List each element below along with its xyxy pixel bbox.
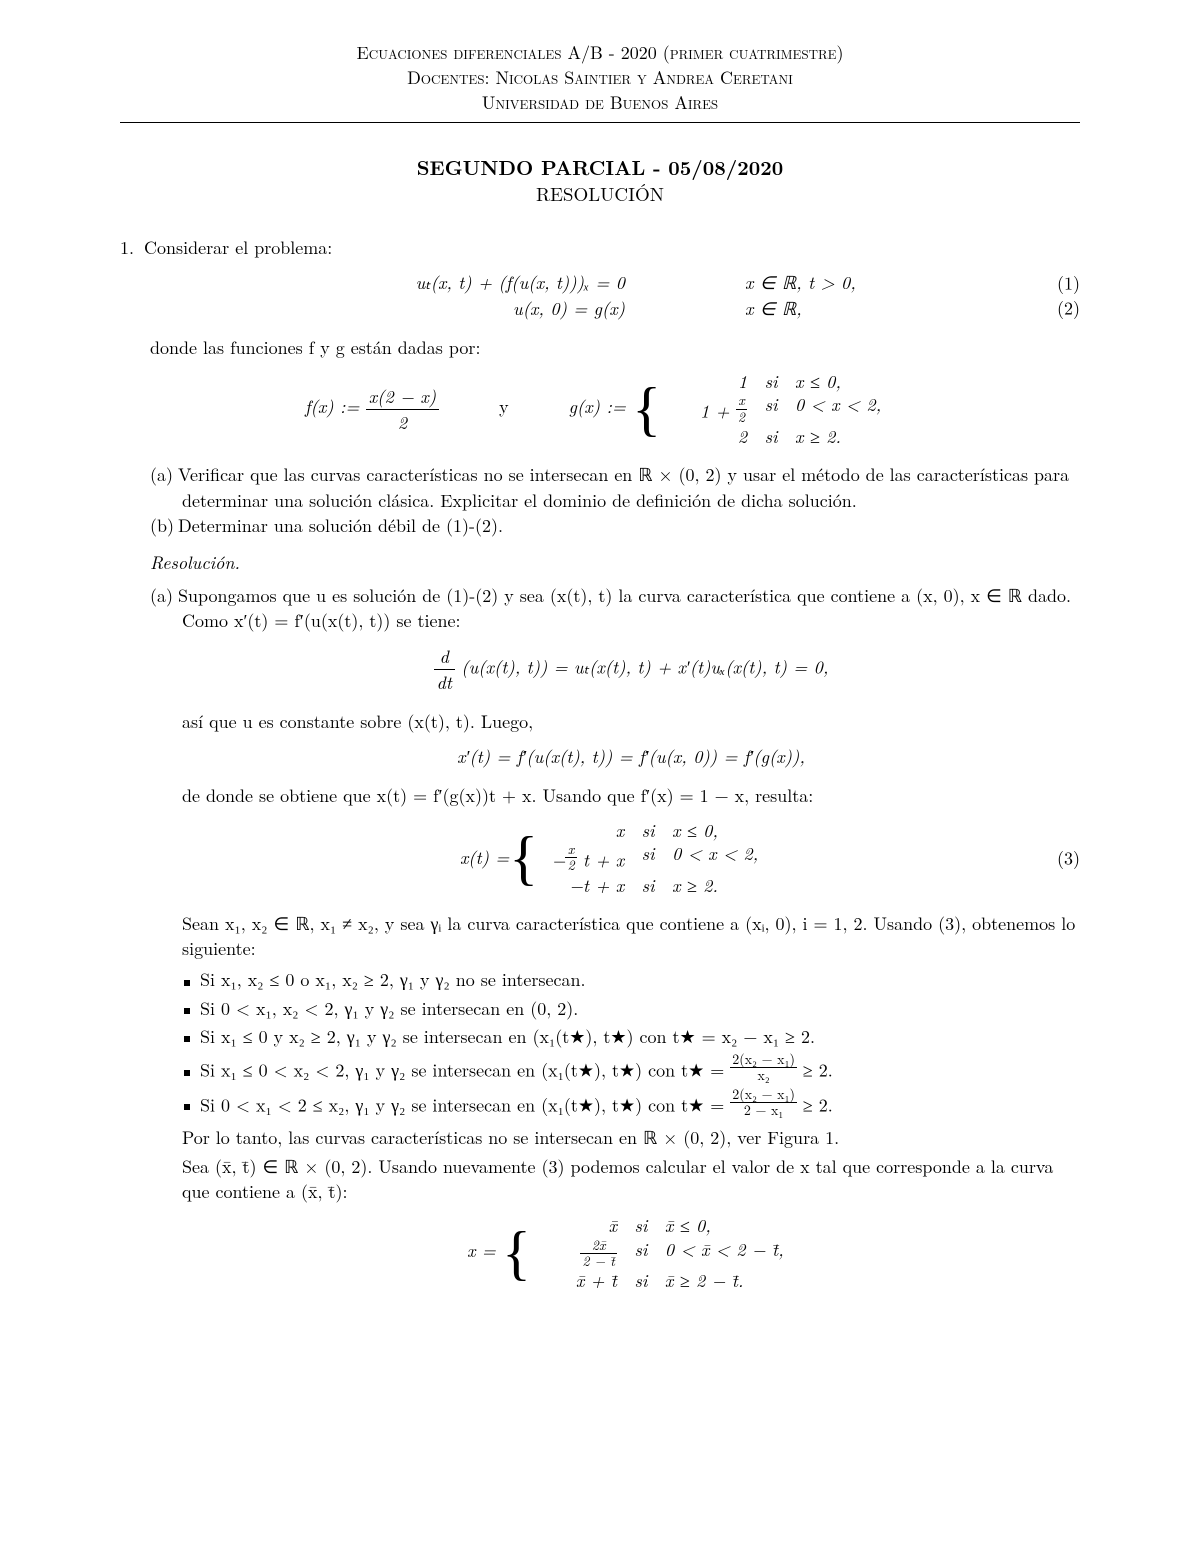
equation-1: uₜ(x, t) + (f(u(x, t)))ₓ = 0 x ∈ ℝ, t > … xyxy=(150,270,1080,320)
res-eq1-body: (u(x(t), t)) = uₜ(x(t), t) + x′(t)uₓ(x(t… xyxy=(455,654,829,679)
res-eq-derivative: ddt (u(x(t), t)) = uₜ(x(t), t) + x′(t)uₓ… xyxy=(182,644,1080,695)
resolution-a: (a)Supongamos que u es solución de (1)-(… xyxy=(182,583,1080,1293)
res-a-p1: Supongamos que u es solución de (1)-(2) … xyxy=(178,583,1071,633)
xt-row-3: −t + xsix ≥ 2. xyxy=(544,874,802,897)
f-numerator: x(2 − x) xyxy=(366,384,439,410)
problem-intro: Considerar el problema: xyxy=(144,235,332,260)
res-a-p3: de donde se obtiene que x(t) = f′(g(x))t… xyxy=(182,783,1080,808)
problem-1: 1.Considerar el problema: uₜ(x, t) + (f(… xyxy=(150,235,1080,1293)
f-denominator: 2 xyxy=(366,410,439,435)
subitem-a: (a)Verificar que las curvas característi… xyxy=(182,462,1080,512)
eq1-domain: x ∈ ℝ, t > 0, xyxy=(625,270,1025,295)
xf-row-1: x̄six̄ ≤ 0, xyxy=(537,1214,795,1237)
xt-piecewise: { xsix ≤ 0, −x2 t + xsi0 < x < 2, −t + x… xyxy=(509,819,802,898)
case-3: Si x₁ ≤ 0 y x₂ ≥ 2, γ₁ y γ₂ se interseca… xyxy=(202,1024,1080,1049)
exam-title: SEGUNDO PARCIAL - 05/08/2020 xyxy=(120,153,1080,181)
problem-number: 1. xyxy=(120,235,144,260)
g-row-3: 2six ≥ 2. xyxy=(667,425,925,448)
page-header: Ecuaciones diferenciales A/B - 2020 (pri… xyxy=(120,40,1080,123)
g-row-2: 1 + x2si0 < x < 2, xyxy=(667,393,925,425)
case-1: Si x₁, x₂ ≤ 0 o x₁, x₂ ≥ 2, γ₁ y γ₂ no s… xyxy=(202,967,1080,992)
xf-row-3: x̄ + t̄six̄ ≥ 2 − t̄. xyxy=(537,1269,795,1292)
xf-row-2: 2x̄2 − t̄si0 < x̄ < 2 − t̄, xyxy=(537,1238,795,1270)
res-label-a: (a) xyxy=(150,583,178,608)
subitems: (a)Verificar que las curvas característi… xyxy=(150,462,1080,538)
case-list: Si x₁, x₂ ≤ 0 o x₁, x₂ ≥ 2, γ₁ y γ₂ no s… xyxy=(182,967,1080,1118)
eq3-number: (3) xyxy=(1057,845,1080,870)
f-lhs: f(x) := xyxy=(305,394,366,419)
resolution-heading: Resolución. xyxy=(150,550,1080,575)
eq1-lhs: uₜ(x, t) + (f(u(x, t)))ₓ = 0 xyxy=(205,270,625,295)
xt-row-2: −x2 t + xsi0 < x < 2, xyxy=(544,842,802,874)
res-a-p4: Sean x₁, x₂ ∈ ℝ, x₁ ≠ x₂, y sea γᵢ la cu… xyxy=(182,911,1080,961)
xt-row-1: xsix ≤ 0, xyxy=(544,819,802,842)
eq2-domain: x ∈ ℝ, xyxy=(625,296,1025,321)
g-piecewise: { 1six ≤ 0, 1 + x2si0 < x < 2, 2six ≥ 2. xyxy=(632,370,925,449)
problem-list: 1.Considerar el problema: uₜ(x, t) + (f(… xyxy=(120,235,1080,1293)
header-line-2: Docentes: Nicolas Saintier y Andrea Cere… xyxy=(120,65,1080,90)
header-line-3: Universidad de Buenos Aires xyxy=(120,90,1080,115)
case-5: Si 0 < x₁ < 2 ≤ x₂, γ₁ y γ₂ se interseca… xyxy=(202,1087,1080,1119)
title-block: SEGUNDO PARCIAL - 05/08/2020 RESOLUCIÓN xyxy=(120,153,1080,208)
subitem-b: (b)Determinar una solución débil de (1)-… xyxy=(182,513,1080,538)
res-a-p2: así que u es constante sobre (x(t), t). … xyxy=(182,709,1080,734)
g-lhs: g(x) := xyxy=(569,394,633,419)
xf-piecewise: { x̄six̄ ≤ 0, 2x̄2 − t̄si0 < x̄ < 2 − t̄… xyxy=(502,1214,795,1293)
label-a: (a) xyxy=(150,462,178,487)
res-eq-xprime: x′(t) = f′(u(x(t), t)) = f′(u(x, 0)) = f… xyxy=(182,744,1080,769)
eq1-number: (1) xyxy=(1057,270,1080,295)
left-brace-icon: { xyxy=(632,379,661,439)
xf-lhs: x = xyxy=(467,1238,502,1263)
x-final-definition: x = { x̄six̄ ≤ 0, 2x̄2 − t̄si0 < x̄ < 2 … xyxy=(182,1214,1080,1293)
xt-lhs: x(t) = xyxy=(460,845,509,870)
text-a: Verificar que las curvas características… xyxy=(178,462,1069,512)
res-a-p6: Sea (x̄, t̄) ∈ ℝ × (0, 2). Usando nuevam… xyxy=(182,1154,1080,1204)
f-g-definition: f(x) := x(2 − x)2 y g(x) := { 1six ≤ 0, … xyxy=(150,370,1080,449)
left-brace-icon: { xyxy=(509,828,538,888)
ddt-fraction: ddt xyxy=(434,644,455,695)
case-2: Si 0 < x₁, x₂ < 2, γ₁ y γ₂ se intersecan… xyxy=(202,996,1080,1021)
page: Ecuaciones diferenciales A/B - 2020 (pri… xyxy=(0,0,1200,1553)
exam-subtitle: RESOLUCIÓN xyxy=(120,181,1080,208)
where-clause: donde las funciones f y g están dadas po… xyxy=(150,335,1080,360)
xt-definition: x(t) = { xsix ≤ 0, −x2 t + xsi0 < x < 2,… xyxy=(182,819,1080,898)
eq2-number: (2) xyxy=(1057,296,1080,321)
resolution-items: (a)Supongamos que u es solución de (1)-(… xyxy=(150,583,1080,1293)
header-line-1: Ecuaciones diferenciales A/B - 2020 (pri… xyxy=(120,40,1080,65)
res-a-p5: Por lo tanto, las curvas características… xyxy=(182,1125,1080,1150)
case-4: Si x₁ ≤ 0 < x₂ < 2, γ₁ y γ₂ se interseca… xyxy=(202,1052,1080,1084)
text-b: Determinar una solución débil de (1)-(2)… xyxy=(178,513,503,538)
and-connector: y xyxy=(499,394,509,419)
f-fraction: x(2 − x)2 xyxy=(366,384,439,435)
eq2-lhs: u(x, 0) = g(x) xyxy=(205,296,625,321)
label-b: (b) xyxy=(150,513,178,538)
g-row-1: 1six ≤ 0, xyxy=(667,370,925,393)
left-brace-icon: { xyxy=(502,1223,531,1283)
